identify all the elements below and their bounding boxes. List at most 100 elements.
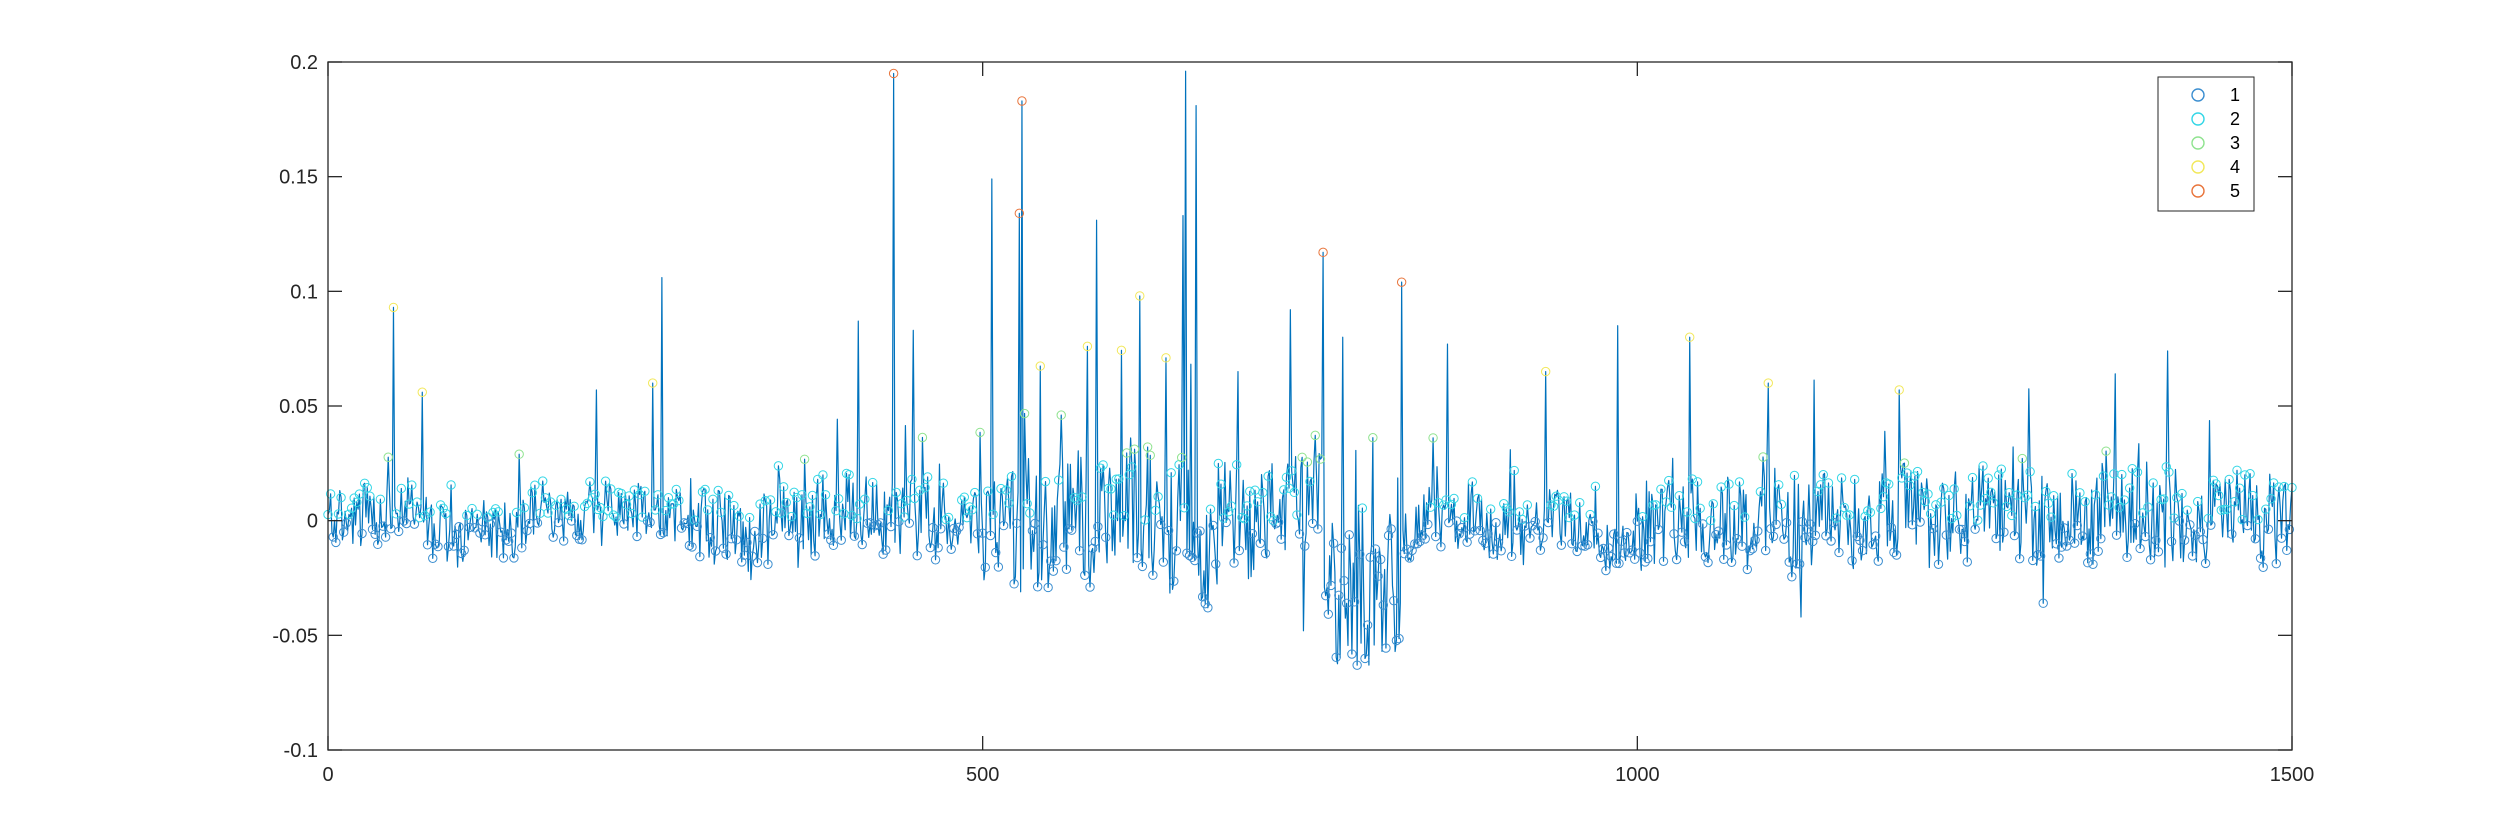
data-point-marker [1991, 533, 2001, 544]
data-point-marker [1967, 472, 1978, 483]
data-point-marker [1161, 353, 1171, 363]
data-point-marker [2124, 483, 2135, 493]
data-point-marker [328, 532, 338, 542]
data-point-marker [844, 469, 854, 480]
data-point-marker [1829, 517, 1839, 528]
data-point-marker [1823, 478, 1834, 488]
data-point-marker [1472, 493, 1483, 504]
data-point-marker [920, 482, 930, 493]
data-point-marker [1224, 506, 1234, 517]
data-point-marker [1776, 499, 1787, 510]
data-point-marker [579, 501, 590, 512]
data-point-marker [1412, 538, 1423, 549]
data-point-marker [420, 510, 430, 521]
data-point-marker [1870, 531, 1881, 541]
data-point-marker [1643, 553, 1653, 564]
data-point-marker [802, 508, 812, 519]
data-point-marker [1017, 96, 1027, 106]
data-point-marker [2080, 496, 2090, 507]
data-point-marker [2132, 467, 2143, 477]
data-point-marker [828, 540, 839, 551]
data-point-marker [517, 543, 527, 553]
data-point-marker [2245, 469, 2255, 479]
data-point-marker [1787, 572, 1797, 582]
data-point-marker [1760, 545, 1771, 556]
data-point-marker [1575, 498, 1585, 508]
data-point-marker [1006, 471, 1017, 482]
data-point-marker [1912, 466, 1923, 477]
data-point-marker [428, 553, 438, 564]
data-point-marker [742, 537, 752, 548]
data-point-marker [1616, 536, 1627, 546]
data-point-marker [1695, 503, 1705, 514]
data-point-marker [1355, 549, 1365, 559]
data-point-marker [1391, 635, 1402, 646]
data-point-marker [2271, 559, 2281, 569]
data-point-marker [1598, 543, 1608, 554]
data-point-marker [750, 526, 760, 537]
data-point-marker [836, 535, 846, 545]
data-point-marker [1116, 345, 1127, 356]
data-point-marker [2282, 545, 2292, 556]
data-point-marker [1009, 579, 1019, 589]
data-point-marker [2213, 490, 2224, 501]
data-point-marker [530, 480, 540, 490]
data-point-marker [1580, 541, 1590, 551]
data-point-marker [438, 503, 448, 514]
legend-label-5: 5 [2230, 181, 2240, 201]
data-point-marker [1928, 523, 1938, 534]
data-point-marker [2203, 513, 2213, 524]
data-point-marker [1721, 540, 1732, 550]
data-point-marker [454, 522, 464, 532]
data-point-marker [1682, 507, 1692, 517]
data-point-marker [1163, 525, 1174, 536]
data-point-marker [2001, 501, 2012, 512]
data-point-marker [1567, 539, 1577, 549]
data-point-marker [1538, 533, 1548, 543]
data-point-marker [2014, 553, 2025, 564]
data-point-marker [535, 508, 545, 518]
data-point-marker [2190, 530, 2200, 540]
data-point-marker [2179, 535, 2190, 545]
data-point-marker [1650, 500, 1661, 510]
data-point-marker [1480, 538, 1491, 549]
data-point-marker [1321, 590, 1331, 601]
data-point-marker [2164, 467, 2174, 477]
data-point-marker [985, 530, 996, 541]
data-point-marker [980, 562, 990, 573]
data-point-marker [1546, 500, 1556, 510]
data-point-marker [794, 533, 805, 543]
data-point-marker [2219, 504, 2229, 515]
data-point-marker [341, 518, 352, 528]
data-point-marker [642, 516, 653, 526]
data-point-marker [566, 516, 577, 526]
data-point-marker [894, 517, 904, 527]
data-point-marker [1679, 537, 1690, 547]
data-point-marker [755, 499, 765, 509]
data-point-marker [2266, 494, 2276, 504]
data-point-marker [2049, 491, 2059, 501]
data-point-marker [1108, 510, 1119, 520]
data-point-marker [1831, 513, 1842, 523]
data-point-marker [1593, 528, 1603, 538]
data-point-marker [692, 521, 702, 532]
data-point-marker [1072, 495, 1082, 506]
data-point-marker [661, 505, 671, 516]
data-point-marker [627, 508, 637, 519]
data-point-marker [1564, 512, 1574, 523]
data-point-marker [1726, 557, 1737, 567]
data-point-marker [1834, 547, 1844, 558]
data-point-marker [857, 539, 867, 550]
data-point-marker [1478, 535, 1488, 546]
data-point-marker [1543, 517, 1554, 528]
data-point-marker [1106, 484, 1116, 494]
data-point-marker [1703, 557, 1713, 568]
data-point-marker [1226, 501, 1237, 511]
data-point-marker [946, 544, 956, 554]
data-point-marker [957, 495, 967, 505]
data-point-marker [983, 486, 993, 496]
data-point-marker [545, 497, 556, 507]
data-point-marker [970, 487, 980, 498]
data-point-marker [2135, 543, 2145, 554]
data-point-marker [2109, 469, 2119, 479]
